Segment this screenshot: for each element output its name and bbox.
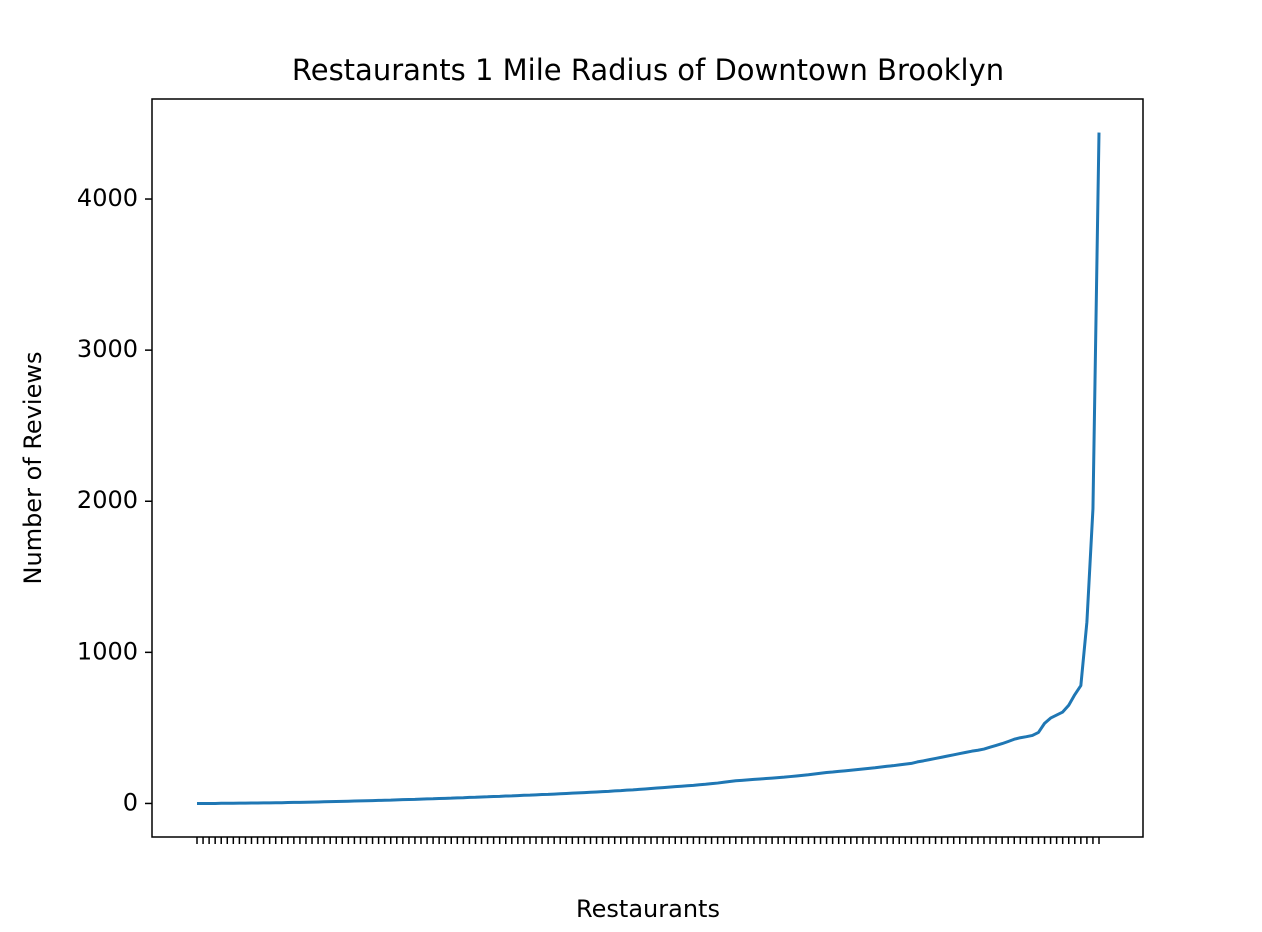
y-tick-label: 0 (123, 788, 138, 816)
y-tick-label: 3000 (77, 335, 138, 363)
y-axis-label: Number of Reviews (19, 352, 47, 585)
line-series (197, 132, 1101, 805)
y-tick-label: 2000 (77, 486, 138, 514)
y-tick-label: 1000 (77, 637, 138, 665)
plot-frame (151, 98, 1144, 838)
y-tick-label: 4000 (77, 184, 138, 212)
chart-title: Restaurants 1 Mile Radius of Downtown Br… (292, 53, 1004, 87)
x-axis-label: Restaurants (576, 895, 720, 923)
